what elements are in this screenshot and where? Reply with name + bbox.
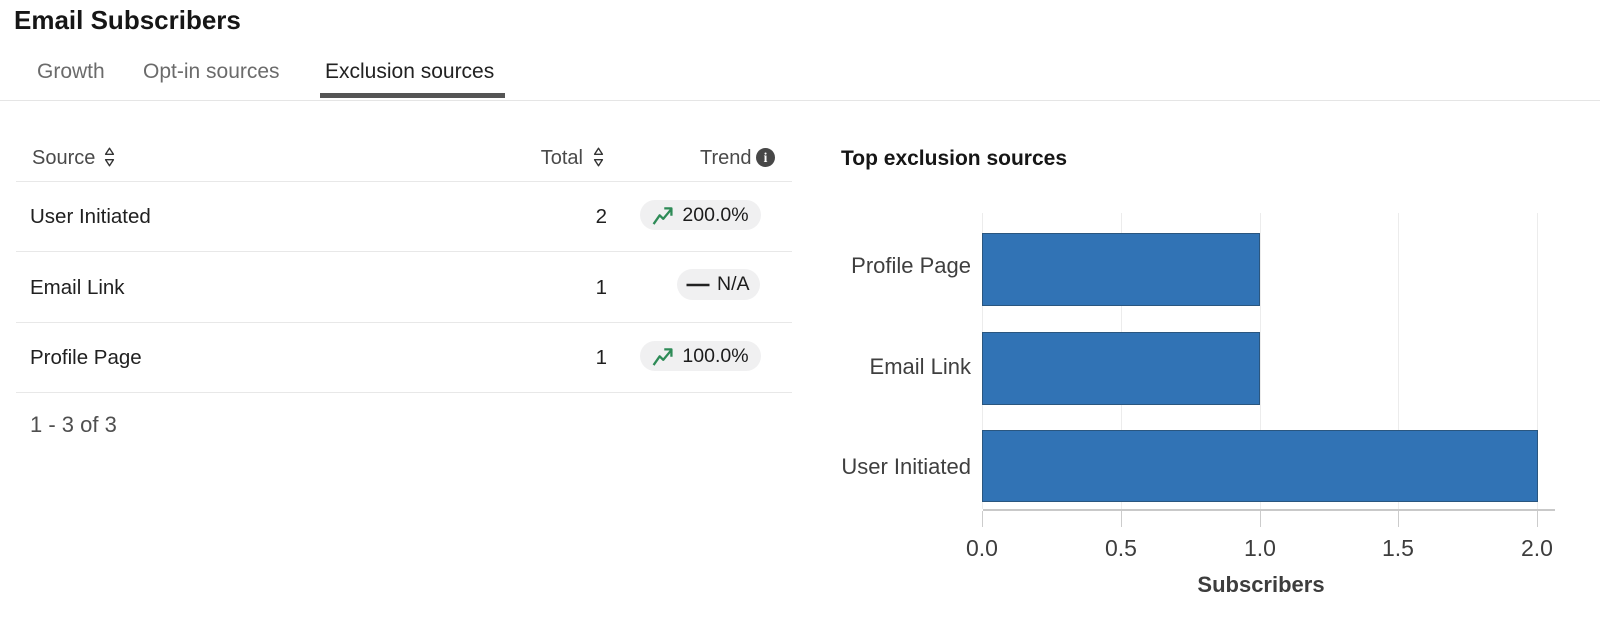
svg-text:i: i xyxy=(764,150,768,165)
